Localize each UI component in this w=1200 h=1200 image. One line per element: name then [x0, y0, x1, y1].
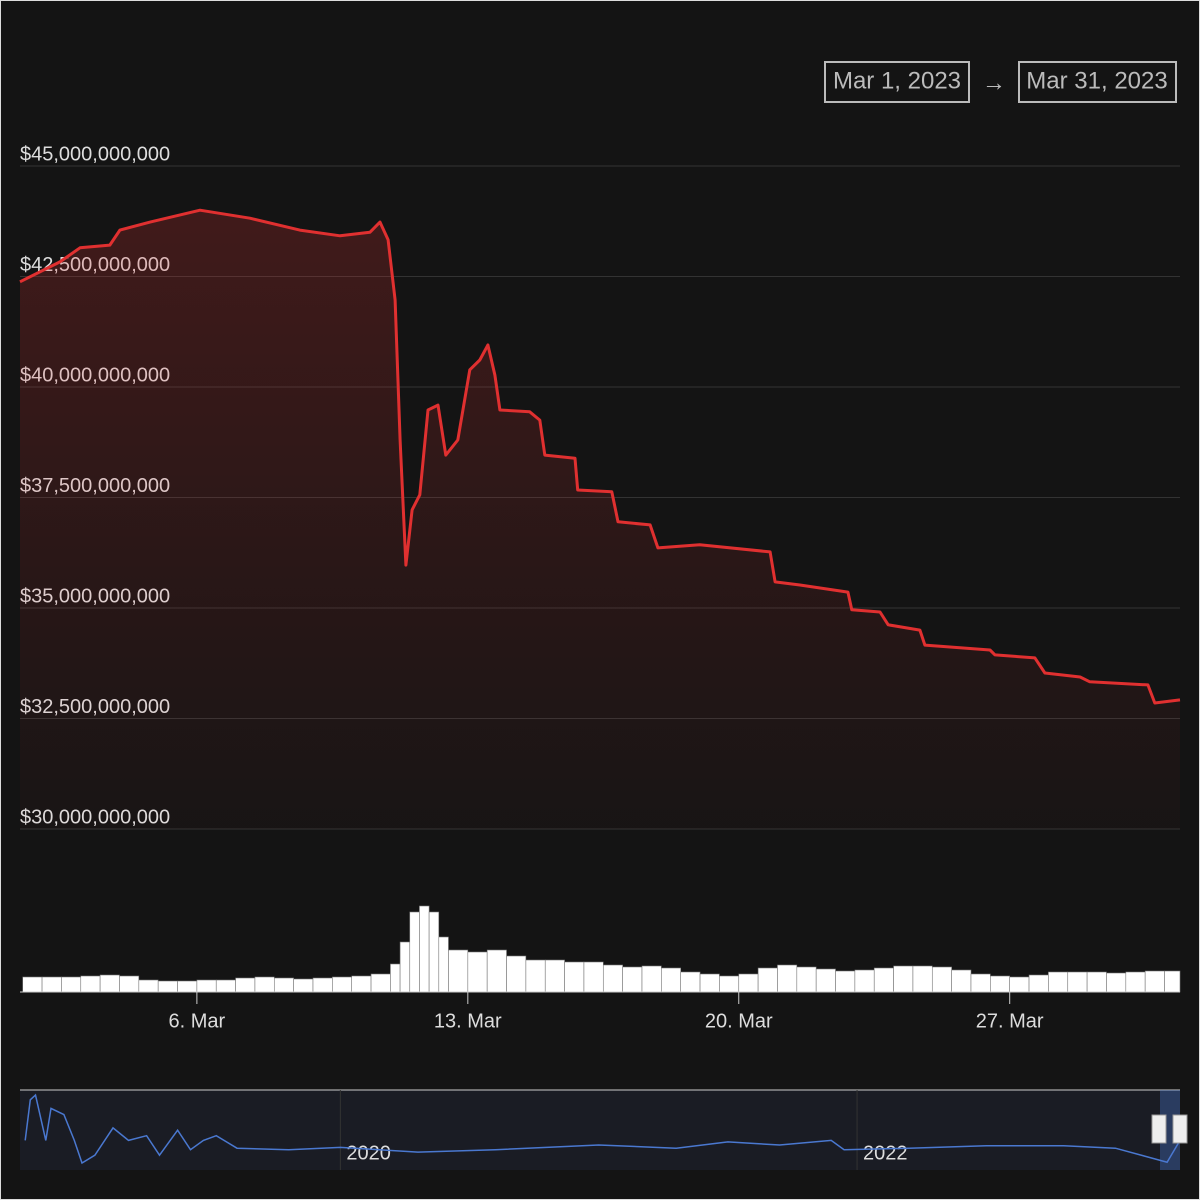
volume-bar [912, 965, 933, 993]
volume-bar [680, 971, 701, 993]
volume-bar [583, 961, 604, 993]
volume-bar [622, 966, 643, 993]
volume-bar [119, 975, 140, 993]
volume-bar [157, 980, 178, 993]
volume-bar [544, 959, 565, 993]
volume-bar [419, 905, 430, 993]
volume-bar [138, 979, 159, 993]
volume-bar [719, 975, 740, 993]
volume-bar [777, 964, 798, 993]
volume-bar [273, 977, 294, 993]
volume-bar [602, 964, 623, 993]
navigator-tick-label: 2020 [346, 1142, 391, 1164]
x-tick-label: 27. Mar [976, 1010, 1044, 1032]
x-tick-label: 20. Mar [705, 1010, 773, 1032]
volume-bar [41, 976, 62, 993]
volume-bar [564, 961, 585, 993]
volume-bar [448, 949, 469, 993]
navigator-tick-label: 2022 [863, 1142, 908, 1164]
volume-bar [1048, 971, 1069, 993]
volume-bar [254, 976, 275, 993]
navigator-bg [20, 1090, 1180, 1170]
volume-bar [641, 965, 662, 993]
volume-bar [854, 969, 875, 993]
volume-bar [1009, 976, 1030, 993]
volume-bar [525, 959, 546, 993]
volume-bar [99, 974, 120, 993]
volume-bar [438, 936, 449, 993]
volume-bar [796, 966, 817, 993]
y-tick-label: $45,000,000,000 [20, 143, 170, 165]
volume-bar [293, 978, 314, 993]
volume-bar [738, 973, 759, 993]
volume-bar [399, 941, 411, 993]
volume-bar [332, 976, 353, 993]
volume-bar [951, 969, 972, 993]
volume-bar [196, 979, 217, 993]
volume-bar [22, 976, 43, 993]
volume-bar [370, 973, 391, 993]
volume-bar [61, 976, 82, 993]
range-separator: → [982, 69, 1006, 96]
volume-bar [1144, 970, 1165, 993]
range-to-input[interactable] [1018, 61, 1177, 103]
navigator-handle-left[interactable] [1151, 1114, 1167, 1144]
navigator-line [24, 1093, 1181, 1165]
range-from[interactable]: Mar 1, 2023 [833, 67, 961, 94]
volume-bar [931, 966, 952, 993]
x-tick-label: 6. Mar [169, 1010, 226, 1032]
volume-bar [893, 965, 914, 993]
x-tick-label: 13. Mar [434, 1010, 502, 1032]
volume-bar [835, 970, 856, 993]
volume-bar [970, 973, 991, 993]
volume-bar [80, 975, 101, 993]
navigator-handle-right[interactable] [1172, 1114, 1188, 1144]
volume-bar [815, 968, 836, 993]
volume-bar [873, 967, 894, 993]
range-to[interactable]: Mar 31, 2023 [1026, 67, 1167, 94]
volume-bar [1164, 970, 1181, 993]
volume-bar [1125, 971, 1146, 993]
volume-bar [351, 975, 372, 993]
volume-bar [467, 951, 488, 993]
volume-bar [312, 977, 333, 993]
navigator-selection[interactable] [1160, 1090, 1180, 1170]
range-from-input[interactable] [824, 61, 970, 103]
volume-bar [428, 911, 440, 993]
volume-bar [699, 973, 720, 993]
volume-bar [1028, 974, 1049, 993]
volume-bar [661, 967, 682, 993]
volume-bar [177, 980, 198, 993]
volume-bar [506, 955, 527, 993]
volume-bar [1067, 971, 1088, 993]
volume-bar [990, 975, 1010, 993]
volume-bar [235, 977, 256, 993]
line [19, 208, 1181, 705]
volume-bar [486, 949, 507, 993]
area [20, 210, 1180, 829]
volume-bar [390, 963, 401, 993]
volume-bar [409, 911, 420, 993]
volume-bar [1106, 972, 1127, 993]
volume-bar [215, 979, 236, 993]
volume-bar [1086, 971, 1107, 993]
volume-bar [757, 967, 778, 993]
